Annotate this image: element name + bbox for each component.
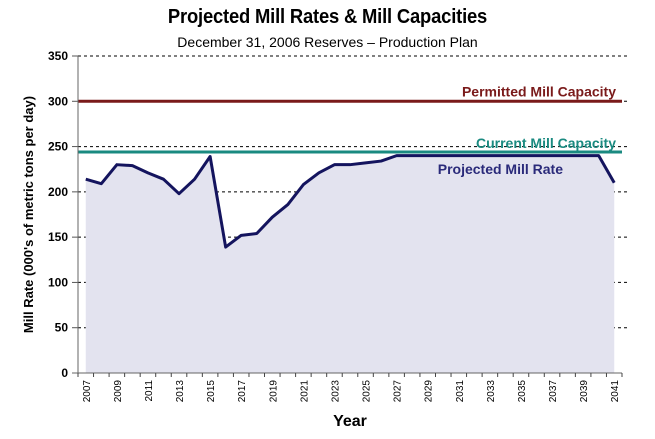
y-tick-label: 0 (61, 366, 68, 380)
annotation-current-mill-capacity: Current Mill Capacity (476, 135, 616, 151)
x-tick-label: 2027 (393, 380, 404, 403)
x-tick-label: 2031 (455, 380, 466, 403)
chart-subtitle: December 31, 2006 Reserves – Production … (177, 34, 478, 50)
x-tick-label: 2009 (113, 380, 124, 403)
y-tick-label: 300 (48, 94, 68, 108)
x-tick-label: 2041 (610, 380, 621, 403)
x-tick-label: 2023 (330, 380, 341, 403)
x-tick-label: 2035 (517, 380, 528, 403)
projected-mill-rate-area (85, 155, 615, 373)
x-tick-label: 2017 (237, 380, 248, 403)
axis-layer: 0 50 100 150 200 250 300 350 2007 2009 2011 2013 201… (48, 49, 623, 403)
y-tick-label: 350 (48, 49, 68, 63)
x-tick-label: 2011 (144, 380, 155, 402)
area-layer (85, 155, 615, 373)
x-tick-label: 2021 (299, 380, 310, 403)
x-tick-label: 2033 (486, 380, 497, 403)
x-axis-title: Year (333, 413, 367, 430)
label-layer: Permitted Mill Capacity Current Mill Capa… (438, 83, 616, 177)
y-axis-title: Mill Rate (000's of metric tons per day) (21, 96, 36, 333)
x-tick-label: 2013 (175, 380, 186, 403)
chart-title: Projected Mill Rates & Mill Capacities (167, 6, 488, 28)
annotation-permitted-mill-capacity: Permitted Mill Capacity (462, 83, 616, 99)
x-tick-label: 2015 (206, 380, 217, 403)
x-tick-label: 2039 (579, 380, 590, 403)
x-tick-label: 2037 (548, 380, 559, 403)
line-layer (78, 99, 622, 249)
y-tick-label: 200 (48, 185, 68, 199)
y-tick-label: 250 (48, 140, 68, 154)
x-tick-label: 2029 (424, 380, 435, 403)
x-tick-label: 2025 (362, 380, 373, 403)
x-tick-label: 2019 (268, 380, 279, 403)
y-tick-label: 50 (55, 321, 69, 335)
y-tick-label: 150 (48, 230, 68, 244)
x-tick-label: 2007 (82, 380, 93, 403)
annotation-projected-mill-rate: Projected Mill Rate (438, 161, 563, 177)
y-tick-label: 100 (48, 275, 68, 289)
